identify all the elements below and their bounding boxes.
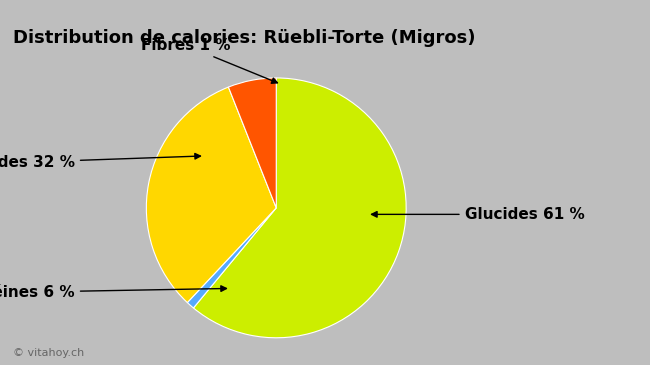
Text: Distribution de calories: Rüebli-Torte (Migros): Distribution de calories: Rüebli-Torte (… <box>13 29 476 47</box>
Text: Lipides 32 %: Lipides 32 % <box>0 153 200 170</box>
Wedge shape <box>194 78 406 338</box>
Text: Fibres 1 %: Fibres 1 % <box>141 38 278 83</box>
Wedge shape <box>228 78 276 208</box>
Text: Glucides 61 %: Glucides 61 % <box>372 207 584 222</box>
Wedge shape <box>146 87 276 303</box>
Text: Protéines 6 %: Protéines 6 % <box>0 285 226 300</box>
Wedge shape <box>187 208 276 308</box>
Text: © vitahoy.ch: © vitahoy.ch <box>13 348 84 358</box>
